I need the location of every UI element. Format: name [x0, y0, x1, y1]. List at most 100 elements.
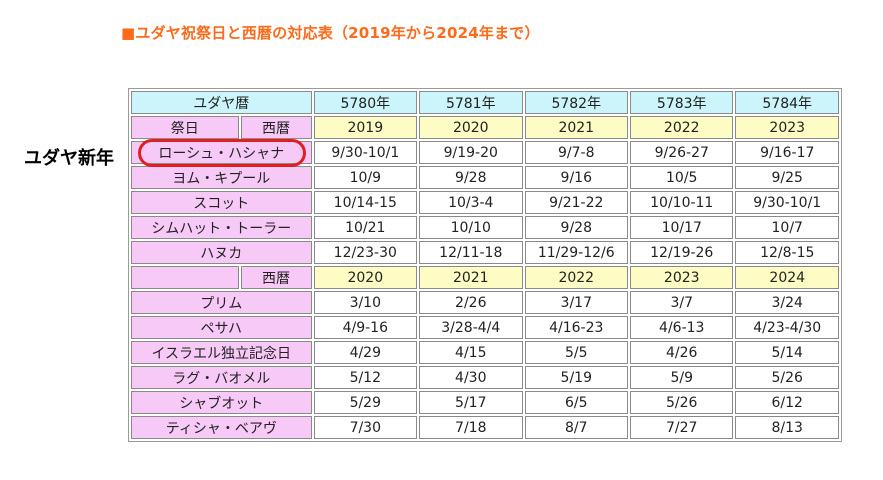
festival-name: ラグ・バオメル: [131, 366, 312, 389]
gregorian-year-cell: 2024: [735, 266, 839, 289]
date-cell: 10/7: [735, 216, 839, 239]
date-cell: 3/24: [735, 291, 839, 314]
date-cell: 5/26: [630, 391, 734, 414]
date-cell: 4/29: [313, 341, 418, 364]
hebrew-year-cell: 5784年: [735, 91, 839, 114]
gregorian-year-cell: 2022: [524, 266, 628, 289]
festival-name: シャブオット: [131, 391, 312, 414]
holiday-calendar-table: ユダヤ暦 5780年 5781年 5782年 5783年 5784年 祭日 西暦…: [128, 88, 842, 442]
gregorian-year-header-row-1: 祭日 西暦 2019 2020 2021 2022 2023: [131, 116, 839, 139]
date-cell: 5/29: [313, 391, 418, 414]
date-cell: 5/14: [735, 341, 839, 364]
date-cell: 9/16-17: [735, 141, 839, 164]
date-cell: 11/29-12/6: [524, 241, 628, 264]
date-cell: 7/27: [630, 416, 734, 439]
festival-name: ローシュ・ハシャナ: [131, 141, 312, 164]
gregorian-year-cell: 2023: [630, 266, 734, 289]
festival-row: シャブオット 5/29 5/17 6/5 5/26 6/12: [131, 391, 839, 414]
festival-name: ティシャ・ベアヴ: [131, 416, 312, 439]
date-cell: 4/6-13: [630, 316, 734, 339]
page-title: ■ユダヤ祝祭日と西暦の対応表（2019年から2024年まで）: [121, 24, 540, 42]
date-cell: 4/23-4/30: [735, 316, 839, 339]
gregorian-year-cell: 2022: [630, 116, 734, 139]
date-cell: 3/17: [524, 291, 628, 314]
date-cell: 2/26: [419, 291, 523, 314]
date-cell: 10/10-11: [630, 191, 734, 214]
festival-row: スコット 10/14-15 10/3-4 9/21-22 10/10-11 9/…: [131, 191, 839, 214]
festival-row: ヨム・キプール 10/9 9/28 9/16 10/5 9/25: [131, 166, 839, 189]
date-cell: 4/30: [419, 366, 523, 389]
gregorian-year-cell: 2020: [419, 116, 523, 139]
date-cell: 12/11-18: [419, 241, 523, 264]
date-cell: 8/7: [524, 416, 628, 439]
calendar-grid: ユダヤ暦 5780年 5781年 5782年 5783年 5784年 祭日 西暦…: [129, 89, 841, 441]
date-cell: 9/28: [419, 166, 523, 189]
date-cell: 12/23-30: [313, 241, 418, 264]
date-cell: 9/26-27: [630, 141, 734, 164]
date-cell: 9/7-8: [524, 141, 628, 164]
festival-row: ラグ・バオメル 5/12 4/30 5/19 5/9 5/26: [131, 366, 839, 389]
festival-name: シムハット・トーラー: [131, 216, 312, 239]
date-cell: 9/28: [524, 216, 628, 239]
festival-row: ティシャ・ベアヴ 7/30 7/18 8/7 7/27 8/13: [131, 416, 839, 439]
festival-name: ヨム・キプール: [131, 166, 312, 189]
date-cell: 10/14-15: [313, 191, 418, 214]
side-label-jewish-new-year: ユダヤ新年: [24, 148, 114, 169]
date-cell: 5/9: [630, 366, 734, 389]
hebrew-year-cell: 5781年: [419, 91, 523, 114]
date-cell: 5/12: [313, 366, 418, 389]
date-cell: 5/19: [524, 366, 628, 389]
date-cell: 10/17: [630, 216, 734, 239]
date-cell: 4/26: [630, 341, 734, 364]
date-cell: 7/18: [419, 416, 523, 439]
date-cell: 4/9-16: [313, 316, 418, 339]
date-cell: 6/5: [524, 391, 628, 414]
gregorian-year-header-row-2: 西暦 2020 2021 2022 2023 2024: [131, 266, 839, 289]
date-cell: 4/16-23: [524, 316, 628, 339]
date-cell: 10/21: [313, 216, 418, 239]
date-cell: 9/19-20: [419, 141, 523, 164]
date-cell: 4/15: [419, 341, 523, 364]
date-cell: 10/3-4: [419, 191, 523, 214]
date-cell: 5/5: [524, 341, 628, 364]
gregorian-label: 西暦: [240, 266, 312, 289]
festival-row: プリム 3/10 2/26 3/17 3/7 3/24: [131, 291, 839, 314]
festival-row: イスラエル独立記念日 4/29 4/15 5/5 4/26 5/14: [131, 341, 839, 364]
date-cell: 12/8-15: [735, 241, 839, 264]
gregorian-year-cell: 2021: [524, 116, 628, 139]
date-cell: 9/25: [735, 166, 839, 189]
gregorian-year-cell: 2023: [735, 116, 839, 139]
date-cell: 5/26: [735, 366, 839, 389]
date-cell: 10/9: [313, 166, 418, 189]
date-cell: 9/21-22: [524, 191, 628, 214]
festival-row: ローシュ・ハシャナ 9/30-10/1 9/19-20 9/7-8 9/26-2…: [131, 141, 839, 164]
date-cell: 3/7: [630, 291, 734, 314]
blank-label-cell: [131, 266, 239, 289]
date-cell: 6/12: [735, 391, 839, 414]
gregorian-year-cell: 2020: [313, 266, 418, 289]
hebrew-year-header-row: ユダヤ暦 5780年 5781年 5782年 5783年 5784年: [131, 91, 839, 114]
festival-name: ハヌカ: [131, 241, 312, 264]
hebrew-year-cell: 5782年: [524, 91, 628, 114]
date-cell: 12/19-26: [630, 241, 734, 264]
date-cell: 7/30: [313, 416, 418, 439]
date-cell: 3/28-4/4: [419, 316, 523, 339]
festival-column-label: 祭日: [131, 116, 239, 139]
festival-name: プリム: [131, 291, 312, 314]
festival-name: スコット: [131, 191, 312, 214]
date-cell: 10/10: [419, 216, 523, 239]
date-cell: 10/5: [630, 166, 734, 189]
hebrew-year-cell: 5780年: [313, 91, 418, 114]
date-cell: 8/13: [735, 416, 839, 439]
date-cell: 9/30-10/1: [735, 191, 839, 214]
gregorian-year-cell: 2021: [419, 266, 523, 289]
date-cell: 5/17: [419, 391, 523, 414]
festival-row: シムハット・トーラー 10/21 10/10 9/28 10/17 10/7: [131, 216, 839, 239]
hebrew-year-cell: 5783年: [630, 91, 734, 114]
hebrew-calendar-label: ユダヤ暦: [131, 91, 312, 114]
festival-name: ペサハ: [131, 316, 312, 339]
date-cell: 9/16: [524, 166, 628, 189]
festival-name: イスラエル独立記念日: [131, 341, 312, 364]
festival-row: ペサハ 4/9-16 3/28-4/4 4/16-23 4/6-13 4/23-…: [131, 316, 839, 339]
